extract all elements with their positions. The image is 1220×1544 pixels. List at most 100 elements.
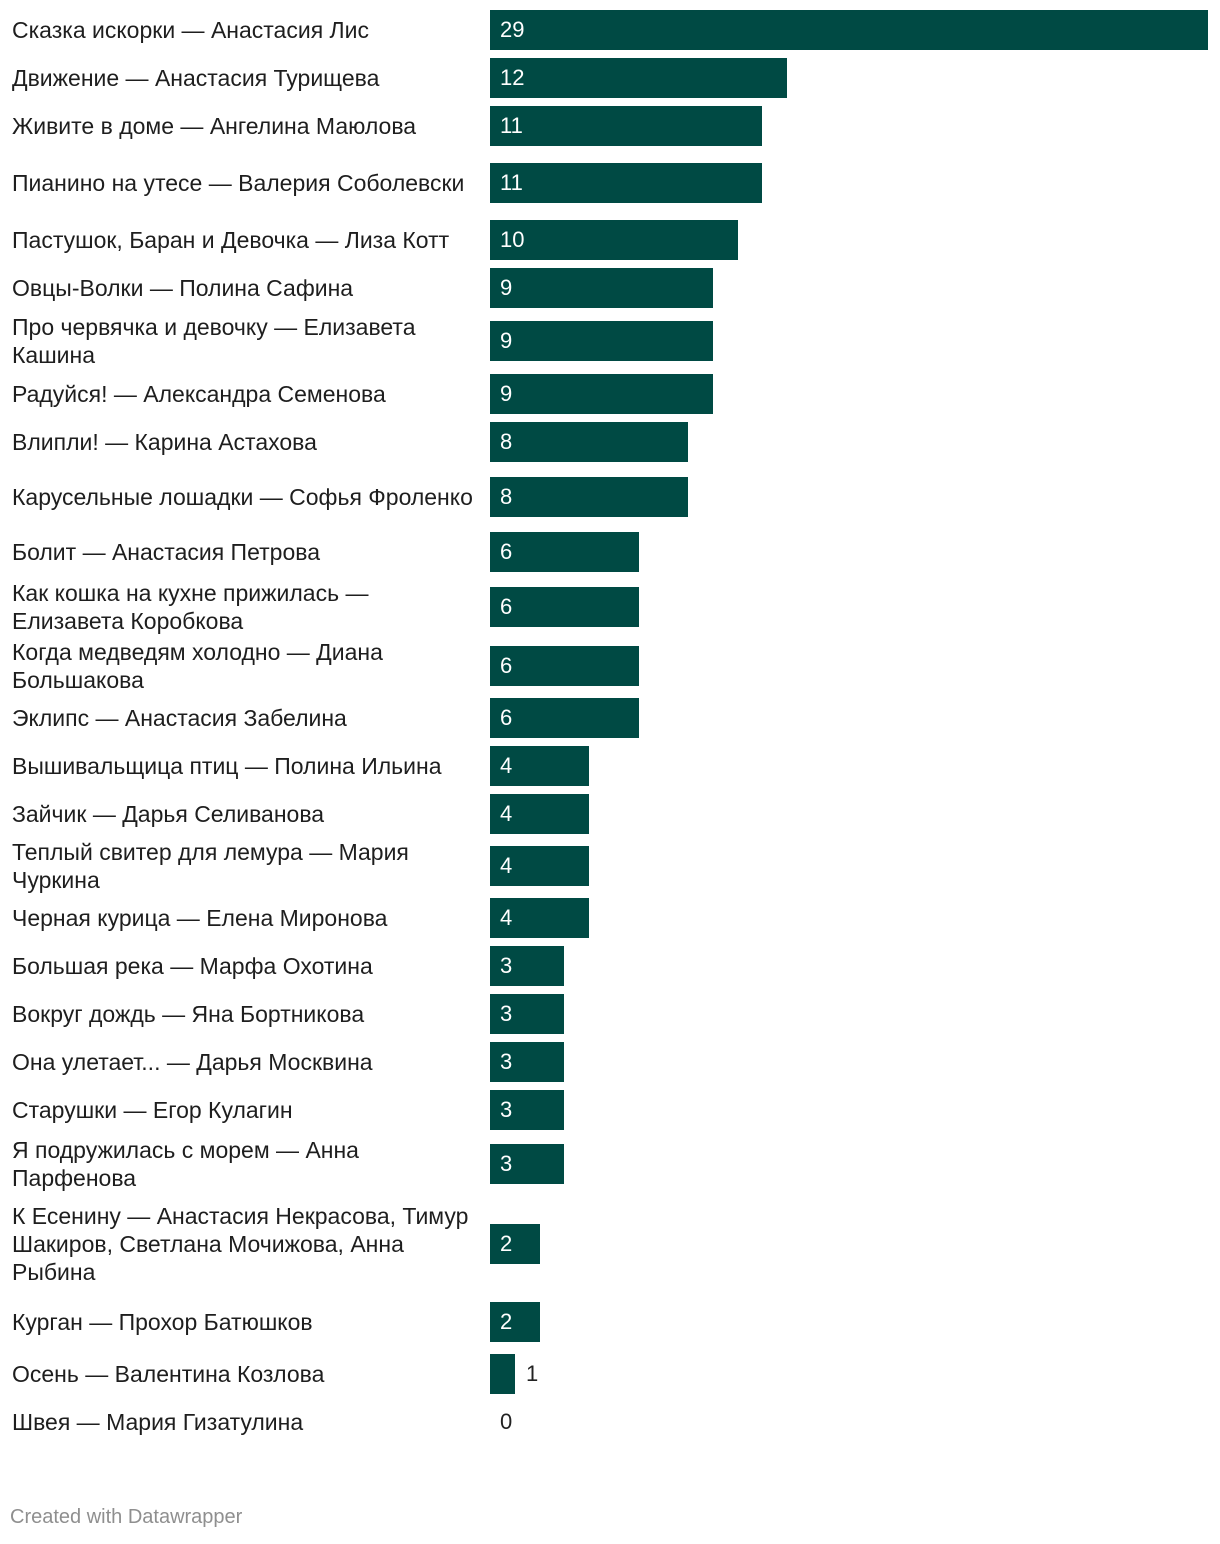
bar xyxy=(490,374,713,414)
category-label: Вышивальщица птиц — Полина Ильина xyxy=(12,753,442,779)
value-label: 8 xyxy=(500,484,513,509)
bar xyxy=(490,1042,564,1082)
value-label: 3 xyxy=(500,1151,513,1176)
bar xyxy=(490,321,713,361)
bar xyxy=(490,1354,515,1394)
chart-row: Пастушок, Баран и Девочка — Лиза Котт 10 xyxy=(0,216,1220,264)
chart-row: Вокруг дождь — Яна Бортникова 3 xyxy=(0,990,1220,1038)
category-label: Осень — Валентина Козлова xyxy=(12,1361,325,1387)
value-label: 8 xyxy=(500,429,513,454)
value-label: 4 xyxy=(500,853,513,878)
chart-row: Зайчик — Дарья Селиванова 4 xyxy=(0,790,1220,838)
value-label: 12 xyxy=(500,65,525,90)
bar xyxy=(490,532,639,572)
chart-row: Пианино на утесе — Валерия Соболевски 11 xyxy=(0,150,1220,216)
category-label: Большая река — Марфа Охотина xyxy=(12,953,373,979)
bar xyxy=(490,477,688,517)
value-label: 9 xyxy=(500,275,513,300)
value-label: 2 xyxy=(500,1231,513,1256)
bar xyxy=(490,1144,564,1184)
category-label: Радуйся! — Александра Семенова xyxy=(12,381,386,407)
bar xyxy=(490,587,639,627)
value-label: 0 xyxy=(500,1409,513,1434)
chart-row: Карусельные лошадки — Софья Фроленко 8 xyxy=(0,466,1220,528)
chart-row: Черная курица — Елена Миронова 4 xyxy=(0,894,1220,942)
category-label: Пианино на утесе — Валерия Соболевски xyxy=(12,170,465,196)
footer-credit: Created with Datawrapper xyxy=(10,1506,243,1528)
category-label: Эклипс — Анастасия Забелина xyxy=(12,705,347,731)
category-label: Движение — Анастасия Турищева xyxy=(12,65,380,91)
bar xyxy=(490,268,713,308)
chart-row: Швея — Мария Гизатулина 0 xyxy=(0,1398,1220,1446)
category-label: Она улетает... — Дарья Москвина xyxy=(12,1049,373,1075)
bar xyxy=(490,794,589,834)
chart-row: Влипли! — Карина Астахова 8 xyxy=(0,418,1220,466)
bar xyxy=(490,646,639,686)
chart-row: Она улетает... — Дарья Москвина 3 xyxy=(0,1038,1220,1086)
bar xyxy=(490,422,688,462)
value-label: 9 xyxy=(500,381,513,406)
value-label: 3 xyxy=(500,953,513,978)
chart-row: Как кошка на кухне прижилась — Елизавета… xyxy=(0,576,1220,638)
bar xyxy=(490,946,564,986)
bar xyxy=(490,58,787,98)
category-label: Про червячка и девочку — Елизавета Кашин… xyxy=(12,314,416,368)
value-label: 11 xyxy=(500,170,523,195)
bar xyxy=(490,163,762,203)
bar xyxy=(490,1302,540,1342)
category-label: Пастушок, Баран и Девочка — Лиза Котт xyxy=(12,227,450,253)
chart-row: Курган — Прохор Батюшков 2 xyxy=(0,1294,1220,1350)
bar xyxy=(490,994,564,1034)
value-label: 3 xyxy=(500,1097,513,1122)
chart-row: Старушки — Егор Кулагин 3 xyxy=(0,1086,1220,1134)
chart-row: Овцы-Волки — Полина Сафина 9 xyxy=(0,264,1220,312)
category-label: К Есенину — Анастасия Некрасова, Тимур Ш… xyxy=(12,1203,469,1285)
category-label: Влипли! — Карина Астахова xyxy=(12,429,317,455)
category-label: Старушки — Егор Кулагин xyxy=(12,1097,293,1123)
chart-row: Движение — Анастасия Турищева 12 xyxy=(0,54,1220,102)
category-label: Сказка искорки — Анастасия Лис xyxy=(12,17,369,43)
bar xyxy=(490,10,1208,50)
value-label: 6 xyxy=(500,653,513,678)
value-label: 9 xyxy=(500,328,513,353)
value-label: 1 xyxy=(526,1361,539,1386)
category-label: Карусельные лошадки — Софья Фроленко xyxy=(12,484,473,510)
bar xyxy=(490,698,639,738)
value-label: 3 xyxy=(500,1001,513,1026)
value-label: 29 xyxy=(500,17,525,42)
bar xyxy=(490,1224,540,1264)
value-label: 4 xyxy=(500,753,513,778)
value-label: 11 xyxy=(500,113,523,138)
category-label: Болит — Анастасия Петрова xyxy=(12,539,320,565)
category-label: Вокруг дождь — Яна Бортникова xyxy=(12,1001,365,1027)
category-label: Овцы-Волки — Полина Сафина xyxy=(12,275,354,301)
category-label: Швея — Мария Гизатулина xyxy=(12,1409,304,1435)
category-label: Черная курица — Елена Миронова xyxy=(12,905,388,931)
bar xyxy=(490,898,589,938)
value-label: 2 xyxy=(500,1309,513,1334)
bar xyxy=(490,106,762,146)
value-label: 4 xyxy=(500,801,513,826)
chart-row: Про червячка и девочку — Елизавета Кашин… xyxy=(0,312,1220,370)
value-label: 6 xyxy=(500,539,513,564)
chart-row: Когда медведям холодно — Диана Большаков… xyxy=(0,638,1220,694)
category-label: Когда медведям холодно — Диана Большаков… xyxy=(12,639,383,693)
value-label: 10 xyxy=(500,227,525,252)
chart-row: Живите в доме — Ангелина Маюлова 11 xyxy=(0,102,1220,150)
category-label: Как кошка на кухне прижилась — Елизавета… xyxy=(12,580,369,634)
chart-row: Вышивальщица птиц — Полина Ильина 4 xyxy=(0,742,1220,790)
chart-row: Осень — Валентина Козлова 1 xyxy=(0,1350,1220,1398)
bar xyxy=(490,746,589,786)
category-label: Я подружилась с морем — Анна Парфенова xyxy=(12,1137,359,1191)
category-label: Теплый свитер для лемура — Мария Чуркина xyxy=(12,839,409,893)
chart-row: Болит — Анастасия Петрова 6 xyxy=(0,528,1220,576)
chart-row: Я подружилась с морем — Анна Парфенова 3 xyxy=(0,1134,1220,1194)
chart-row: Радуйся! — Александра Семенова 9 xyxy=(0,370,1220,418)
category-label: Зайчик — Дарья Селиванова xyxy=(12,801,325,827)
value-label: 6 xyxy=(500,705,513,730)
chart-row: Теплый свитер для лемура — Мария Чуркина… xyxy=(0,838,1220,894)
bar-chart: Сказка искорки — Анастасия Лис 29 Движение… xyxy=(0,10,1220,1446)
chart-row: К Есенину — Анастасия Некрасова, Тимур Ш… xyxy=(0,1194,1220,1294)
category-label: Курган — Прохор Батюшков xyxy=(12,1309,313,1335)
value-label: 3 xyxy=(500,1049,513,1074)
